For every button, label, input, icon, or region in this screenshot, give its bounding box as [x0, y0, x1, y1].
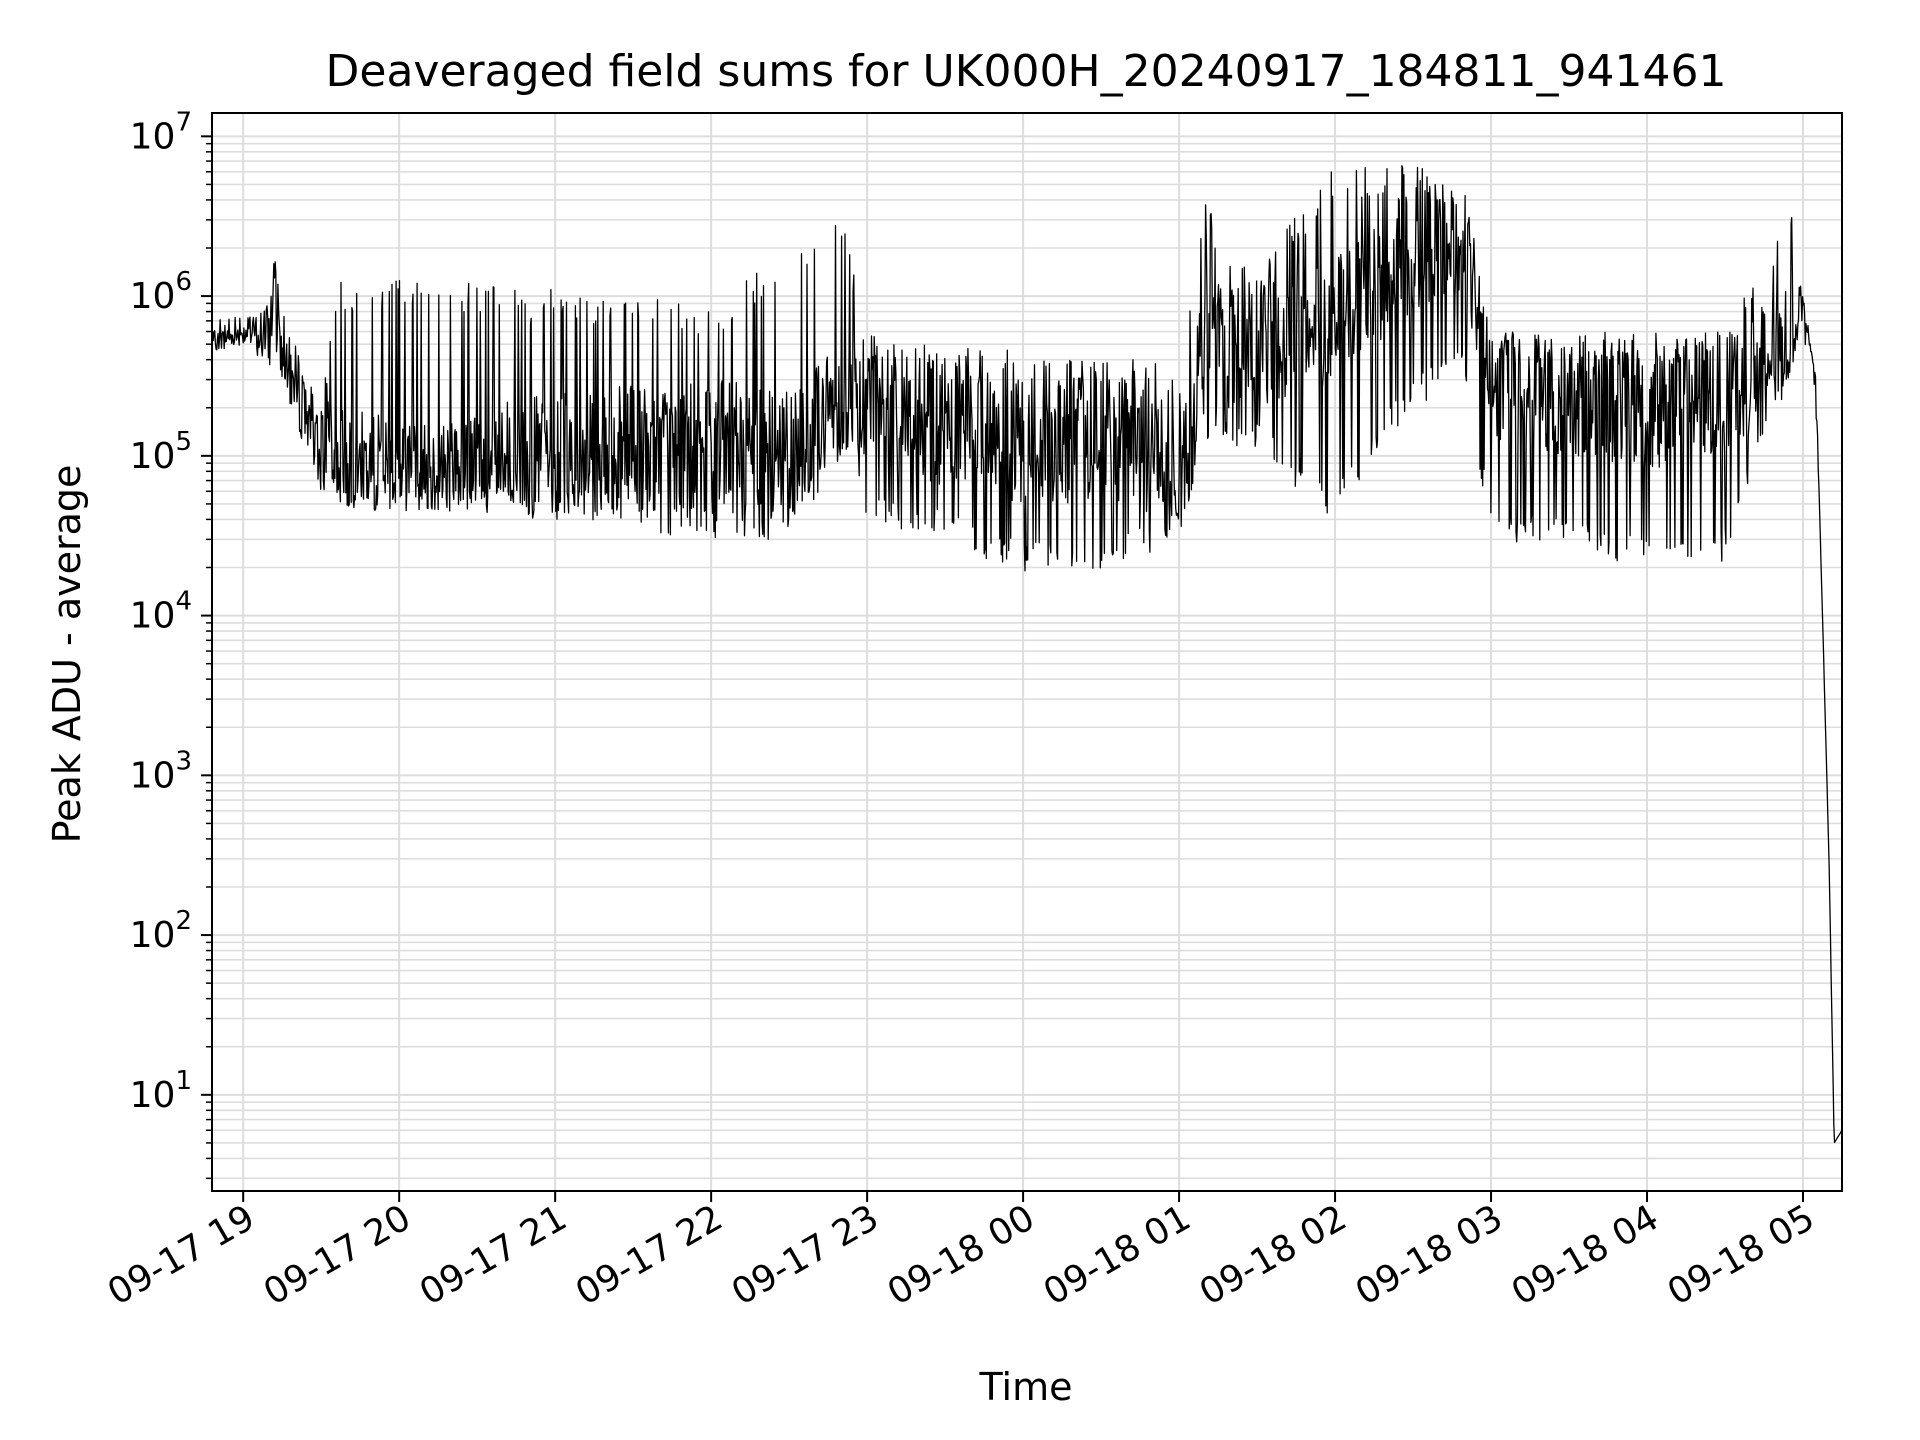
chart-title: Deaveraged field sums for UK000H_2024091…: [326, 46, 1727, 97]
y-tick-label: 101: [130, 1066, 192, 1116]
x-axis-label: Time: [979, 1365, 1073, 1409]
grid: [212, 113, 1842, 1191]
y-tick-label: 102: [130, 906, 192, 956]
series-layer: [211, 165, 1843, 1144]
y-tick-label: 104: [130, 587, 192, 637]
plot-frame: [211, 112, 1843, 1192]
series-line: [211, 165, 1843, 1144]
y-tick-label: 105: [130, 427, 192, 477]
y-axis-label: Peak ADU - average: [45, 465, 89, 844]
y-tick-label: 106: [130, 267, 192, 317]
y-tick-label: 103: [130, 746, 192, 796]
y-tick-label: 107: [130, 107, 192, 157]
